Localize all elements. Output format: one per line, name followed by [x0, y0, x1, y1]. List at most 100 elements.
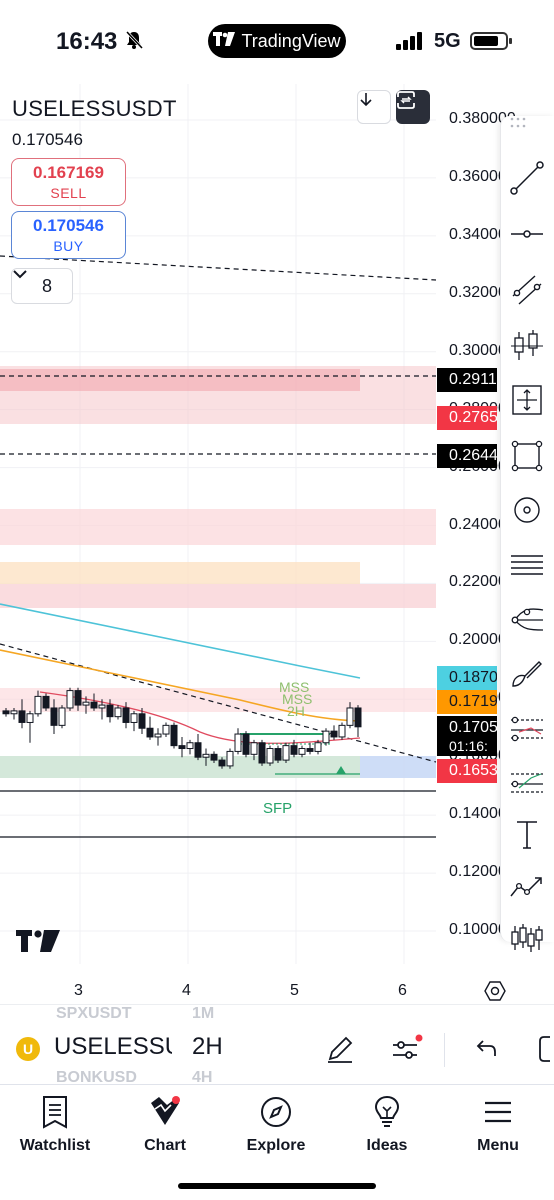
candle: [298, 745, 306, 758]
trend-line-tool-icon[interactable]: [509, 160, 549, 200]
circle-tool-icon[interactable]: [509, 492, 549, 532]
tab-chart[interactable]: Chart: [110, 1093, 220, 1154]
fib-retracement-tool-icon[interactable]: [509, 548, 549, 588]
price-axis-label: 0.200000: [449, 631, 516, 649]
tab-explore[interactable]: Explore: [221, 1093, 331, 1154]
candle: [266, 745, 274, 766]
chart-area[interactable]: MSS MSS 2H SFP USELESSUSDT 0.170546 0.16…: [0, 84, 554, 1004]
fvg-zone-pink: [0, 584, 436, 608]
price-axis-label: 0.100000: [449, 921, 516, 938]
candle: [138, 707, 146, 735]
candle: [58, 705, 66, 729]
indicators-toggle-button[interactable]: 8: [11, 268, 73, 304]
price-tag: 01:16:: [437, 736, 497, 756]
fullscreen-button[interactable]: [396, 90, 430, 124]
candle: [306, 742, 314, 755]
chart-symbol[interactable]: USELESSUSDT: [12, 96, 177, 121]
ma-orange: [0, 649, 361, 722]
symbol-bar[interactable]: SPXUSDT 1M U USELESSUSDT 2H BONKUSD 4H: [0, 1004, 554, 1086]
parallel-channel-tool-icon[interactable]: [509, 272, 549, 312]
trendline-down: [0, 643, 437, 763]
prediction-tool-icon[interactable]: [509, 710, 549, 750]
drawing-toolbar[interactable]: [500, 116, 554, 952]
price-tag: 0.2644: [437, 444, 497, 468]
candle: [346, 702, 354, 729]
coin-logo-icon: U: [16, 1037, 40, 1061]
candle: [322, 728, 330, 746]
chart-last-price: 0.170546: [12, 130, 83, 149]
candles-settings-icon[interactable]: [509, 922, 549, 958]
horizontal-ray-tool-icon[interactable]: [509, 216, 549, 256]
text-tool-icon[interactable]: [509, 816, 549, 856]
candle: [130, 710, 138, 732]
price-tag: 0.2911: [437, 368, 497, 392]
bottom-tab-bar[interactable]: Watchlist Chart Explore Ideas Menu: [0, 1084, 554, 1200]
candle: [146, 716, 154, 740]
prev-timeframe[interactable]: 1M: [192, 1005, 215, 1022]
sell-button[interactable]: 0.167169 SELL: [11, 158, 126, 206]
candle: [330, 725, 338, 740]
candle: [154, 728, 162, 746]
compass-icon: [221, 1093, 331, 1131]
next-timeframe[interactable]: 4H: [192, 1069, 213, 1086]
long-position-tool-icon[interactable]: [509, 328, 549, 368]
candle: [250, 739, 258, 761]
price-axis-label: 0.300000: [449, 341, 516, 359]
time-tick: 3: [74, 982, 83, 999]
candle: [258, 739, 266, 766]
symbol-selector[interactable]: USELESSUSDT: [54, 1033, 172, 1060]
candle: [242, 731, 250, 758]
scroll-down-button[interactable]: [357, 90, 391, 124]
forecast-tool-icon[interactable]: [509, 764, 549, 804]
brush-tool-icon[interactable]: [509, 656, 549, 696]
price-axis-label: 0.360000: [449, 167, 516, 185]
price-axis-label: 0.220000: [449, 573, 516, 591]
buy-label: BUY: [53, 238, 84, 254]
tab-menu[interactable]: Menu: [443, 1093, 553, 1154]
price-axis-label: 0.120000: [449, 863, 516, 881]
buy-button[interactable]: 0.170546 BUY: [11, 211, 126, 259]
candle: [82, 696, 90, 714]
tab-watchlist[interactable]: Watchlist: [0, 1093, 110, 1154]
candle: [234, 728, 242, 755]
watchlist-icon: [0, 1093, 110, 1131]
rectangle-tool-icon[interactable]: [509, 438, 549, 478]
home-indicator: [178, 1183, 376, 1189]
candle: [194, 734, 202, 761]
candle: [26, 710, 34, 743]
price-axis-label: 0.380000: [449, 110, 516, 127]
candle: [114, 705, 122, 720]
price-axis-label: 0.320000: [449, 283, 516, 301]
candle: [122, 702, 130, 729]
fvg-zone-orange: [0, 562, 360, 584]
candle: [274, 745, 282, 764]
candle: [18, 699, 26, 729]
candle: [34, 690, 42, 717]
lightbulb-icon: [332, 1093, 442, 1131]
timeframe-selector[interactable]: 2H: [192, 1033, 223, 1060]
candle: [354, 705, 362, 737]
measure-tool-icon[interactable]: [509, 382, 549, 422]
annotation-2h: 2H: [287, 703, 305, 719]
tab-ideas[interactable]: Ideas: [332, 1093, 442, 1154]
annotation-sfp: SFP: [263, 800, 292, 817]
candle: [210, 751, 218, 764]
indicators-icon[interactable]: [388, 1031, 424, 1067]
patterns-tool-icon[interactable]: [509, 870, 549, 910]
network-type: 5G: [434, 30, 461, 52]
undo-icon[interactable]: [468, 1031, 504, 1067]
candle: [42, 693, 50, 711]
candle: [178, 736, 186, 758]
pitchfork-tool-icon[interactable]: [509, 602, 549, 642]
drawing-pen-icon[interactable]: [322, 1031, 358, 1067]
status-time: 16:43: [56, 28, 118, 55]
next-symbol[interactable]: BONKUSD: [56, 1069, 137, 1086]
fullscreen-partial-icon[interactable]: [530, 1031, 554, 1067]
app-pill: TradingView: [208, 24, 346, 58]
prev-symbol[interactable]: SPXUSDT: [56, 1005, 132, 1022]
time-tick: 5: [290, 982, 299, 999]
drag-handle-icon[interactable]: [509, 116, 549, 142]
resistance-zone: [0, 509, 436, 545]
toolbar-separator: [444, 1033, 445, 1067]
chart-canvas[interactable]: MSS MSS 2H SFP: [0, 84, 554, 1004]
